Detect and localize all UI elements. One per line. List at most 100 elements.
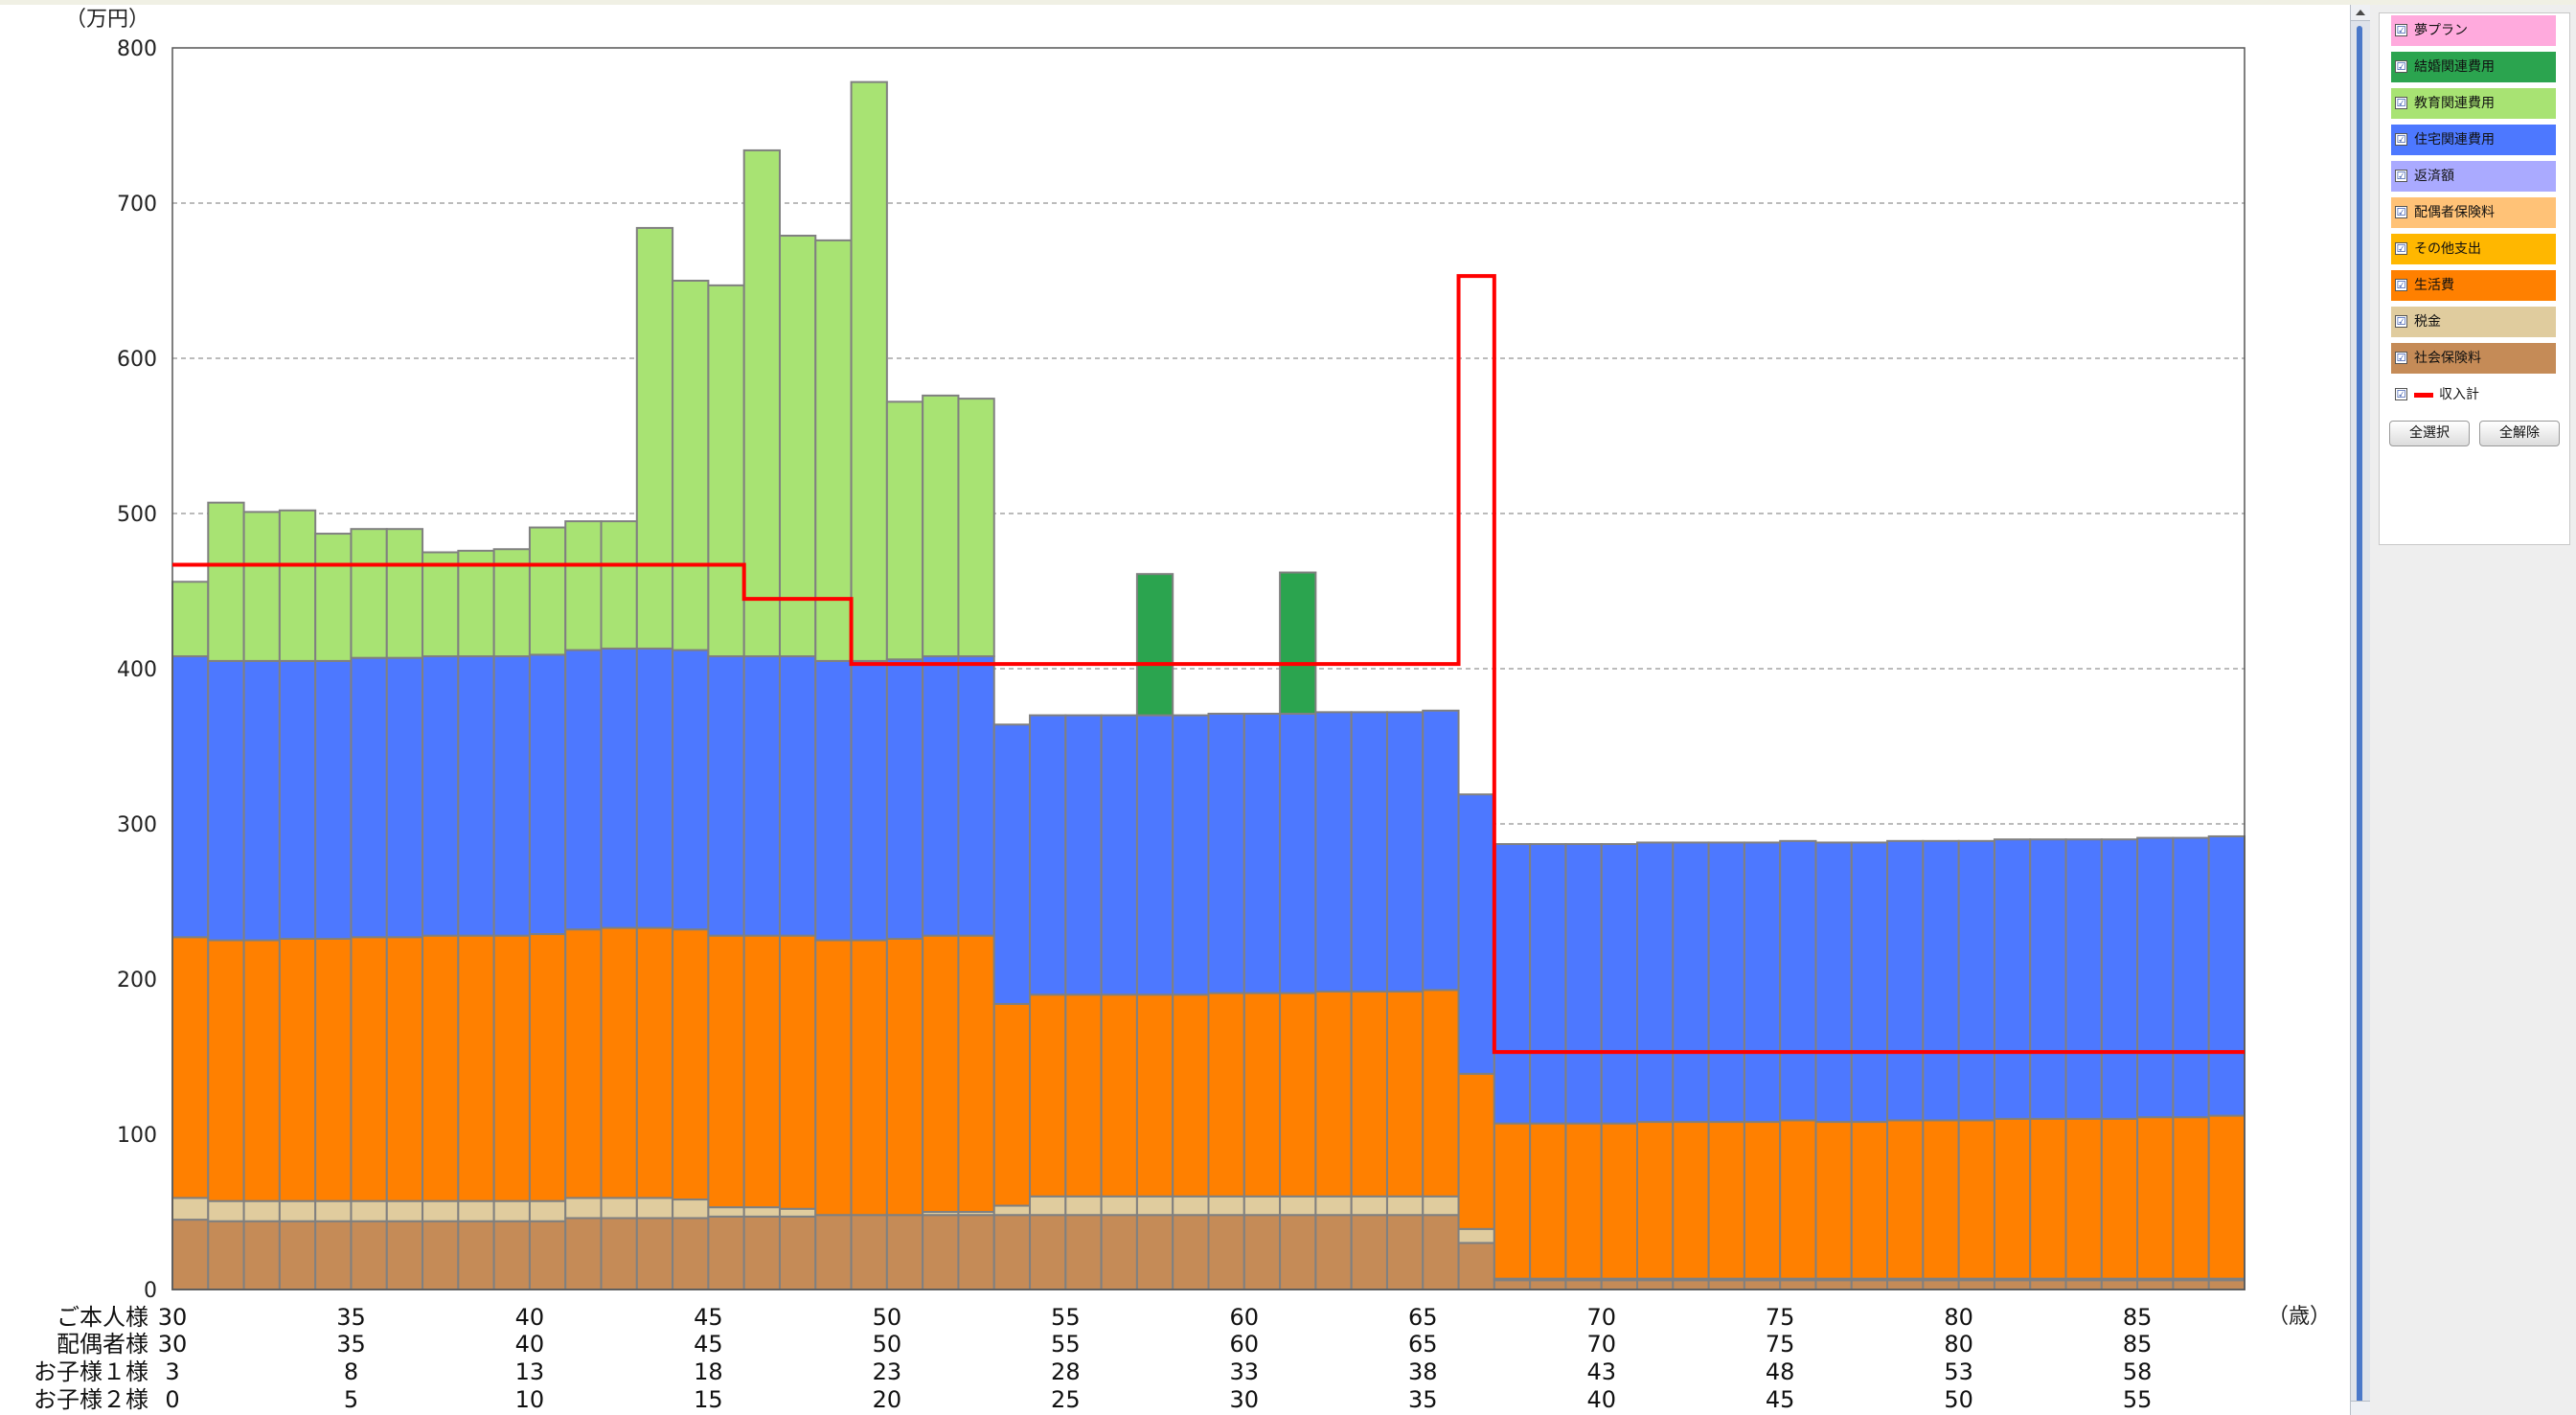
bar-segment	[1457, 793, 1495, 1075]
bar-segment	[1493, 1279, 1532, 1291]
legend-item-income-total[interactable]: ☑ 収入計	[2391, 379, 2556, 410]
x-tick-label: 35	[336, 1304, 366, 1331]
bar-segment	[422, 1199, 460, 1222]
bar-segment	[1743, 1121, 1782, 1280]
x-tick-label: 20	[873, 1386, 902, 1413]
bar-segment	[707, 655, 745, 937]
clear-all-button[interactable]: 全解除	[2479, 421, 2560, 446]
legend-label: 生活費	[2414, 278, 2454, 293]
bar-segment	[1529, 843, 1567, 1125]
scroll-down-arrow-icon[interactable]	[2351, 1401, 2370, 1415]
legend-item-living-cost[interactable]: ☑ 生活費	[2391, 270, 2556, 301]
bar-segment	[672, 280, 710, 651]
bar-segment	[1064, 714, 1103, 996]
bar-segment	[1957, 1119, 1995, 1280]
y-tick-label: 500	[117, 503, 157, 527]
legend-item-dream-plan[interactable]: ☑ 夢プラン	[2391, 15, 2556, 46]
bar-segment	[207, 1220, 245, 1290]
checkbox-icon[interactable]: ☑	[2395, 97, 2407, 109]
bar-segment	[1457, 1072, 1495, 1230]
y-tick-label: 700	[117, 193, 157, 217]
bar-segment	[1922, 839, 1960, 1122]
legend-item-tax[interactable]: ☑ 税金	[2391, 307, 2556, 337]
bar-segment	[314, 937, 353, 1202]
checkbox-icon[interactable]: ☑	[2395, 279, 2407, 291]
bar-segment	[2064, 1279, 2103, 1291]
bar-segment	[1600, 1279, 1639, 1291]
legend-item-social-insurance[interactable]: ☑ 社会保険料	[2391, 343, 2556, 374]
bar-segment	[600, 647, 638, 929]
bar-segment	[957, 655, 995, 937]
bar-segment	[814, 239, 853, 662]
x-tick-label: 55	[2123, 1386, 2153, 1413]
bar-segment	[528, 1220, 567, 1290]
income-line-swatch	[2414, 393, 2433, 398]
scrollbar-thumb[interactable]	[2357, 26, 2362, 1405]
checkbox-icon[interactable]: ☑	[2395, 133, 2407, 146]
bar-segment	[1993, 838, 2032, 1120]
x-tick-label: 85	[2123, 1304, 2153, 1331]
row-label: 配偶者様	[57, 1331, 148, 1358]
bar-segment	[1385, 990, 1425, 1198]
income-total-line	[172, 274, 2245, 1055]
bar-segment	[1993, 1117, 2032, 1280]
checkbox-icon[interactable]: ☑	[2395, 24, 2407, 36]
scroll-up-arrow-icon[interactable]	[2351, 5, 2370, 21]
y-tick-label: 800	[117, 37, 157, 61]
bar-segment	[1600, 843, 1639, 1125]
bar-segment	[2172, 1279, 2210, 1291]
checkbox-icon[interactable]: ☑	[2395, 206, 2407, 218]
checkbox-icon[interactable]: ☑	[2395, 170, 2407, 182]
bar-segment	[457, 549, 495, 658]
bar-segment	[742, 1206, 781, 1218]
legend-item-housing-cost[interactable]: ☑ 住宅関連費用	[2391, 125, 2556, 155]
x-tick-label: 10	[515, 1386, 545, 1413]
bar-segment	[1564, 843, 1603, 1125]
y-tick-label: 400	[117, 658, 157, 682]
checkbox-icon[interactable]: ☑	[2395, 388, 2407, 400]
bar-segment	[1100, 1214, 1138, 1290]
bar-segment	[528, 526, 567, 656]
x-tick-label: 25	[1051, 1386, 1081, 1413]
bar-segment	[1135, 573, 1174, 717]
checkbox-icon[interactable]: ☑	[2395, 60, 2407, 73]
bar-segment	[2136, 1116, 2175, 1280]
select-all-button[interactable]: 全選択	[2389, 421, 2470, 446]
bar-segment	[422, 934, 460, 1202]
bar-segment	[1029, 1214, 1067, 1290]
bar-segment	[885, 1214, 924, 1290]
bar-segment	[207, 939, 245, 1202]
legend-item-spouse-insurance[interactable]: ☑ 配偶者保険料	[2391, 197, 2556, 228]
bar-segment	[1207, 1195, 1245, 1217]
legend-panel: ☑ 夢プラン ☑ 結婚関連費用 ☑ 教育関連費用 ☑ 住宅関連費用 ☑ 返済額 …	[2379, 12, 2570, 545]
y-unit-label: （万円）	[65, 8, 149, 32]
bar-segment	[1172, 993, 1210, 1198]
bar-segment	[1814, 841, 1853, 1124]
bar-segment	[1600, 1122, 1639, 1280]
legend-item-other-expenses[interactable]: ☑ その他支出	[2391, 234, 2556, 264]
bar-segment	[1064, 1214, 1103, 1290]
bar-segment	[314, 659, 353, 940]
legend-item-education-cost[interactable]: ☑ 教育関連費用	[2391, 88, 2556, 119]
legend-item-repayment[interactable]: ☑ 返済額	[2391, 161, 2556, 192]
bar-segment	[1564, 1122, 1603, 1280]
bar-segment	[957, 1214, 995, 1290]
legend-item-wedding-cost[interactable]: ☑ 結婚関連費用	[2391, 52, 2556, 82]
checkbox-icon[interactable]: ☑	[2395, 315, 2407, 328]
legend-label: 収入計	[2439, 387, 2479, 402]
x-tick-label: 45	[694, 1304, 723, 1331]
bar-segment	[1672, 841, 1710, 1124]
x-tick-label: 30	[1230, 1386, 1260, 1413]
bar-segment	[1385, 711, 1425, 993]
bar-segment	[314, 1220, 353, 1290]
checkbox-icon[interactable]: ☑	[2395, 352, 2407, 364]
x-tick-label: 33	[1230, 1358, 1260, 1385]
x-tick-label: 0	[165, 1386, 179, 1413]
vertical-scrollbar[interactable]	[2350, 5, 2371, 1415]
legend-label: 夢プラン	[2414, 23, 2468, 38]
checkbox-icon[interactable]: ☑	[2395, 242, 2407, 255]
bar-segment	[1242, 992, 1282, 1198]
bar-segment	[1242, 1195, 1282, 1217]
x-unit-label: （歳）	[2268, 1305, 2331, 1329]
